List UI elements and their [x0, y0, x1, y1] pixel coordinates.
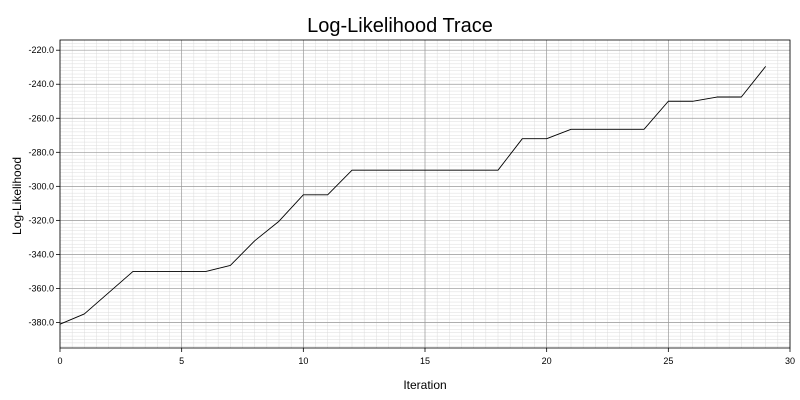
y-tick-label: -260.0	[28, 113, 54, 123]
y-tick-label: -340.0	[28, 249, 54, 259]
x-axis-label: Iteration	[403, 378, 446, 392]
y-tick-label: -300.0	[28, 181, 54, 191]
x-tick-label: 30	[785, 356, 795, 366]
axes: 0 5 10 15 20 25 30 -380.0 -360.0 -340.0 -320.0 -300…	[28, 45, 795, 366]
y-tick-label: -380.0	[28, 317, 54, 327]
x-tick-label: 10	[298, 356, 308, 366]
x-tick-label: 15	[420, 356, 430, 366]
y-tick-label: -360.0	[28, 283, 54, 293]
series-layer	[59, 66, 767, 325]
plot-grid	[59, 39, 791, 348]
y-tick-label: -220.0	[28, 45, 54, 55]
chart-title: Log-Likelihood Trace	[307, 15, 493, 37]
x-tick-label: 5	[179, 356, 184, 366]
x-tick-label: 20	[542, 356, 552, 366]
y-tick-label: -280.0	[28, 147, 54, 157]
y-tick-label: -240.0	[28, 79, 54, 89]
x-tick-label: 0	[57, 356, 62, 366]
series-line-0	[59, 66, 767, 325]
x-tick-label: 25	[663, 356, 673, 366]
y-tick-label: -320.0	[28, 215, 54, 225]
y-axis-label: Log-Likelihood	[10, 157, 24, 235]
